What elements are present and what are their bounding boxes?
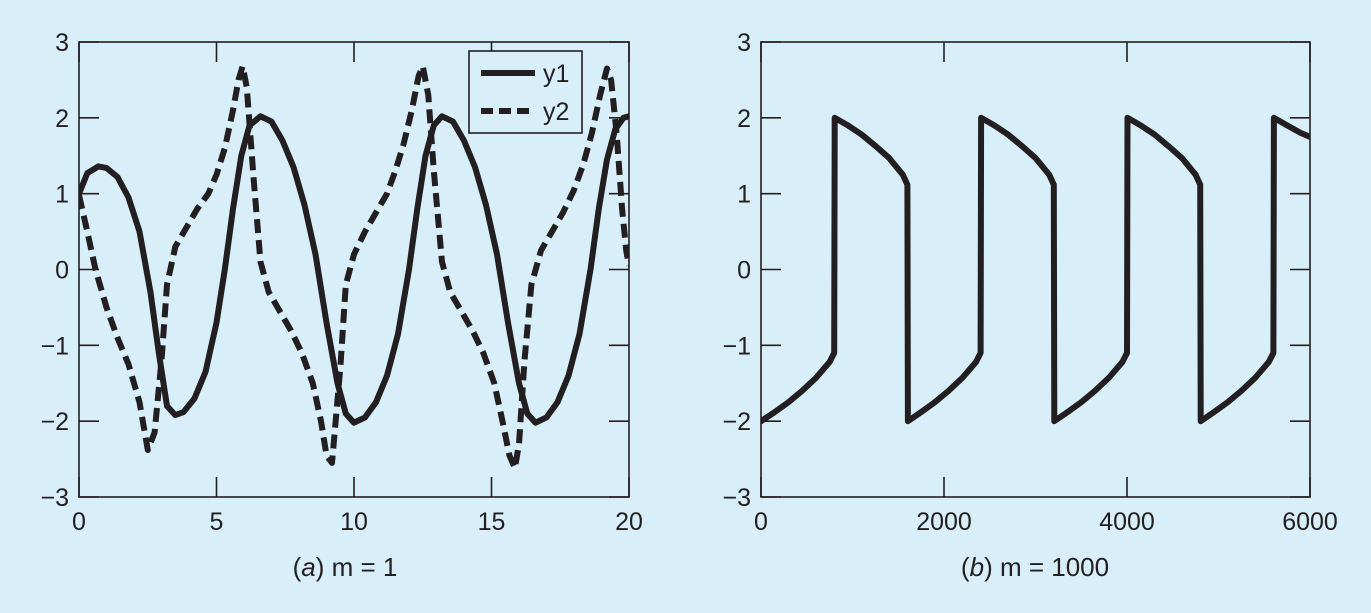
caption-part: ( <box>961 552 970 582</box>
x-tick-label: 2000 <box>916 508 972 536</box>
caption-part: ) m = 1 <box>316 552 398 582</box>
y-tick-label: 0 <box>737 257 751 285</box>
series-y1 <box>79 113 629 426</box>
caption-part: ( <box>293 552 302 582</box>
y-tick-label: 1 <box>737 181 751 209</box>
x-tick-label: 0 <box>754 508 768 536</box>
x-tick-label: 0 <box>72 508 86 536</box>
y-tick-label: 2 <box>737 105 751 133</box>
y-tick-label: −3 <box>40 484 69 512</box>
caption-part: ) m = 1000 <box>984 552 1109 582</box>
series-y2 <box>79 63 629 472</box>
y-tick-label: −2 <box>40 408 69 436</box>
x-tick-label: 6000 <box>1282 508 1338 536</box>
x-tick-label: 5 <box>210 508 224 536</box>
x-tick-label: 15 <box>478 508 506 536</box>
caption-part: a <box>301 552 315 582</box>
y-tick-label: −2 <box>722 408 751 436</box>
legend-label-y1: y1 <box>543 60 569 88</box>
y-tick-label: −1 <box>40 332 69 360</box>
panel-caption: (a) m = 1 <box>293 552 398 582</box>
y-tick-label: 1 <box>55 181 69 209</box>
plot-frame <box>760 41 1311 498</box>
y-tick-label: −1 <box>722 332 751 360</box>
x-tick-label: 4000 <box>1099 508 1155 536</box>
series-line <box>761 114 1310 425</box>
legend-box <box>468 50 583 134</box>
y-tick-label: −3 <box>722 484 751 512</box>
panel-caption: (b) m = 1000 <box>961 552 1109 582</box>
y-tick-label: 3 <box>737 29 751 57</box>
legend-label-y2: y2 <box>543 98 569 126</box>
y-tick-label: 0 <box>55 257 69 285</box>
caption-part: b <box>970 552 984 582</box>
x-tick-label: 20 <box>615 508 643 536</box>
y-tick-label: 3 <box>55 29 69 57</box>
y-tick-label: 2 <box>55 105 69 133</box>
x-tick-label: 10 <box>340 508 368 536</box>
